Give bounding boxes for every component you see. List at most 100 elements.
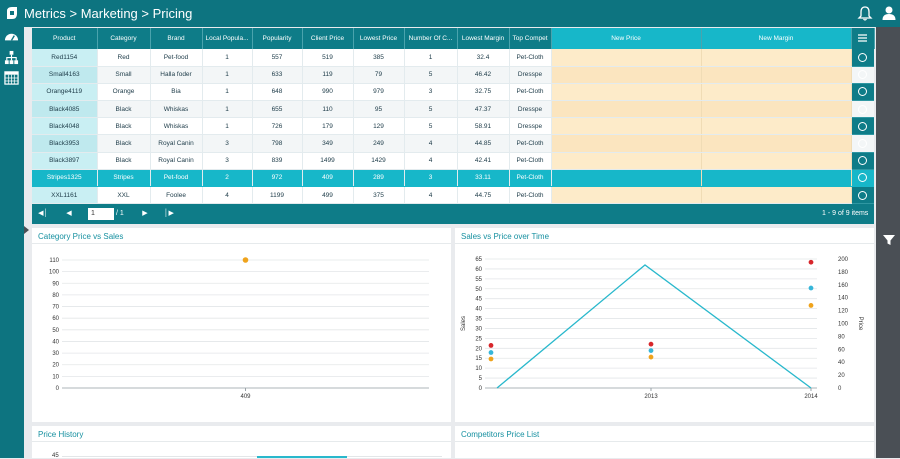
table-cell[interactable]: Dresspe [509, 100, 552, 119]
table-cell[interactable]: Royal Canin [150, 134, 203, 153]
table-cell[interactable]: 110 [302, 100, 354, 119]
table-cell[interactable]: 655 [252, 100, 303, 119]
new-price-cell[interactable] [551, 134, 702, 153]
table-row[interactable]: Red1154 Red Pet-food 1 557 519 385 1 32.4 Pet-Clo… [32, 49, 874, 67]
table-cell[interactable]: 4 [404, 134, 458, 153]
table-cell[interactable]: Pet-Cloth [509, 169, 552, 188]
last-page-button[interactable]: │▶ [164, 210, 174, 217]
new-price-cell[interactable] [551, 169, 702, 188]
table-cell[interactable]: Halla foder [150, 66, 203, 84]
table-cell[interactable]: XXL [97, 186, 151, 205]
table-cell[interactable]: Foolee [150, 186, 203, 205]
table-cell[interactable]: 2 [202, 169, 253, 188]
table-cell[interactable]: 46.42 [457, 66, 510, 84]
product-cell[interactable]: Orange4119 [32, 83, 98, 102]
product-cell[interactable]: Red1154 [32, 49, 98, 67]
row-action-button[interactable] [851, 152, 874, 170]
column-header[interactable]: Local Popula... [202, 28, 253, 49]
table-cell[interactable]: 409 [302, 169, 354, 188]
table-cell[interactable]: Small [97, 66, 151, 84]
table-cell[interactable]: 47.37 [457, 100, 510, 119]
table-cell[interactable]: Pet-food [150, 169, 203, 188]
table-cell[interactable]: 3 [404, 169, 458, 188]
dashboard-icon[interactable] [4, 30, 19, 45]
table-cell[interactable]: 1199 [252, 186, 303, 205]
table-cell[interactable]: 32.75 [457, 83, 510, 102]
bell-icon[interactable] [857, 5, 873, 21]
new-margin-cell[interactable] [701, 152, 852, 170]
table-cell[interactable]: 972 [252, 169, 303, 188]
table-cell[interactable]: 3 [202, 134, 253, 153]
column-header-new-margin[interactable]: New Margin [701, 28, 852, 49]
product-cell[interactable]: Stripes1325 [32, 169, 98, 188]
table-cell[interactable]: 979 [353, 83, 405, 102]
table-cell[interactable]: Black [97, 152, 151, 170]
row-action-button[interactable] [851, 100, 874, 119]
column-header-new-price[interactable]: New Price [551, 28, 702, 49]
table-cell[interactable]: 1 [202, 100, 253, 119]
table-cell[interactable]: 119 [302, 66, 354, 84]
table-cell[interactable]: Black [97, 117, 151, 136]
app-logo-icon[interactable] [4, 5, 20, 21]
table-cell[interactable]: 5 [404, 100, 458, 119]
column-header[interactable]: Lowest Margin [457, 28, 510, 49]
next-page-button[interactable]: ▶ [142, 210, 148, 217]
table-cell[interactable]: 990 [302, 83, 354, 102]
new-price-cell[interactable] [551, 186, 702, 205]
new-margin-cell[interactable] [701, 134, 852, 153]
table-cell[interactable]: 1 [404, 49, 458, 67]
column-header[interactable]: Product [32, 28, 98, 49]
column-header[interactable]: Brand [150, 28, 203, 49]
table-cell[interactable]: 79 [353, 66, 405, 84]
row-action-button[interactable] [851, 169, 874, 188]
column-header[interactable]: Client Price [302, 28, 354, 49]
table-cell[interactable]: 4 [404, 152, 458, 170]
column-header[interactable]: Top Compet [509, 28, 552, 49]
column-header[interactable]: Category [97, 28, 151, 49]
calendar-icon[interactable] [4, 70, 19, 85]
table-cell[interactable]: Whiskas [150, 117, 203, 136]
table-cell[interactable]: 1 [202, 83, 253, 102]
table-cell[interactable]: Black [97, 100, 151, 119]
table-cell[interactable]: 648 [252, 83, 303, 102]
table-row[interactable]: Black4085 Black Whiskas 1 655 110 95 5 47.37 Dres… [32, 100, 874, 119]
table-cell[interactable]: 499 [302, 186, 354, 205]
table-cell[interactable]: 32.4 [457, 49, 510, 67]
table-cell[interactable]: 1499 [302, 152, 354, 170]
prev-page-button[interactable]: ◀ [66, 210, 72, 217]
table-row[interactable]: Small4163 Small Halla foder 1 633 119 79 5 46.42… [32, 66, 874, 84]
column-header[interactable]: Lowest Price [353, 28, 405, 49]
table-cell[interactable]: 839 [252, 152, 303, 170]
table-row[interactable]: Black3953 Black Royal Canin 3 798 349 249 4 44.8… [32, 134, 874, 153]
table-cell[interactable]: 44.75 [457, 186, 510, 205]
table-cell[interactable]: Bia [150, 83, 203, 102]
new-margin-cell[interactable] [701, 117, 852, 136]
expand-toggle-icon[interactable] [24, 226, 29, 234]
row-action-button[interactable] [851, 117, 874, 136]
table-cell[interactable]: 4 [202, 186, 253, 205]
new-margin-cell[interactable] [701, 83, 852, 102]
table-cell[interactable]: Pet-Cloth [509, 134, 552, 153]
new-margin-cell[interactable] [701, 66, 852, 84]
table-cell[interactable]: Orange [97, 83, 151, 102]
table-cell[interactable]: 33.11 [457, 169, 510, 188]
table-cell[interactable]: 3 [404, 83, 458, 102]
table-row[interactable]: Stripes1325 Stripes Pet-food 2 972 409 289 3 33.… [32, 169, 874, 188]
table-cell[interactable]: Stripes [97, 169, 151, 188]
product-cell[interactable]: Black3897 [32, 152, 98, 170]
column-header[interactable]: Number Of C... [404, 28, 458, 49]
table-cell[interactable]: Red [97, 49, 151, 67]
table-cell[interactable]: 4 [404, 186, 458, 205]
table-row[interactable]: Black4048 Black Whiskas 1 726 179 129 5 58.91 Dre… [32, 117, 874, 136]
page-input[interactable] [88, 208, 114, 220]
new-price-cell[interactable] [551, 100, 702, 119]
product-cell[interactable]: Black4048 [32, 117, 98, 136]
product-cell[interactable]: Black4085 [32, 100, 98, 119]
table-cell[interactable]: 3 [202, 152, 253, 170]
table-cell[interactable]: 1 [202, 49, 253, 67]
table-cell[interactable]: Royal Canin [150, 152, 203, 170]
filter-icon[interactable] [883, 234, 895, 246]
row-action-button[interactable] [851, 49, 874, 67]
new-margin-cell[interactable] [701, 100, 852, 119]
table-cell[interactable]: 557 [252, 49, 303, 67]
